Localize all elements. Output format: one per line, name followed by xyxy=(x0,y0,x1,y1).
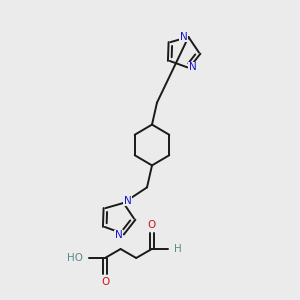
Text: O: O xyxy=(148,220,156,230)
Text: N: N xyxy=(124,196,131,206)
Text: N: N xyxy=(188,62,196,72)
Text: H: H xyxy=(174,244,182,254)
Text: O: O xyxy=(101,277,109,287)
Text: N: N xyxy=(180,32,187,42)
Text: N: N xyxy=(115,230,122,240)
Text: HO: HO xyxy=(67,253,83,263)
